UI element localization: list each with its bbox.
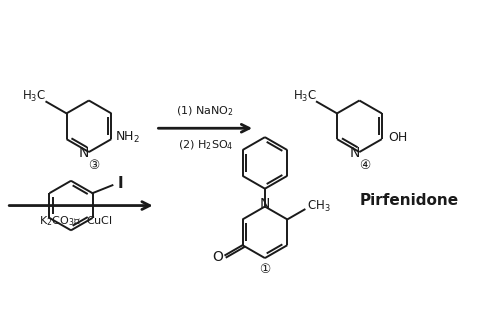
Text: N: N xyxy=(349,146,360,160)
Text: ④: ④ xyxy=(358,160,370,172)
Text: N: N xyxy=(78,146,89,160)
Text: I: I xyxy=(118,176,123,191)
Text: (1) NaNO$_2$: (1) NaNO$_2$ xyxy=(176,104,234,118)
Text: ③: ③ xyxy=(88,160,100,172)
Text: H$_3$C: H$_3$C xyxy=(293,89,317,104)
Text: K$_2$CO$_3$，  CuCl: K$_2$CO$_3$， CuCl xyxy=(39,215,113,228)
Text: CH$_3$: CH$_3$ xyxy=(306,199,330,214)
Text: ①: ① xyxy=(260,263,270,276)
Text: O: O xyxy=(212,250,223,264)
Text: N: N xyxy=(260,197,270,211)
Text: H$_3$C: H$_3$C xyxy=(22,89,46,104)
Text: (2) H$_2$SO$_4$: (2) H$_2$SO$_4$ xyxy=(178,138,233,152)
Text: NH$_2$: NH$_2$ xyxy=(114,130,140,145)
Text: OH: OH xyxy=(388,131,407,144)
Text: Pirfenidone: Pirfenidone xyxy=(360,193,458,208)
